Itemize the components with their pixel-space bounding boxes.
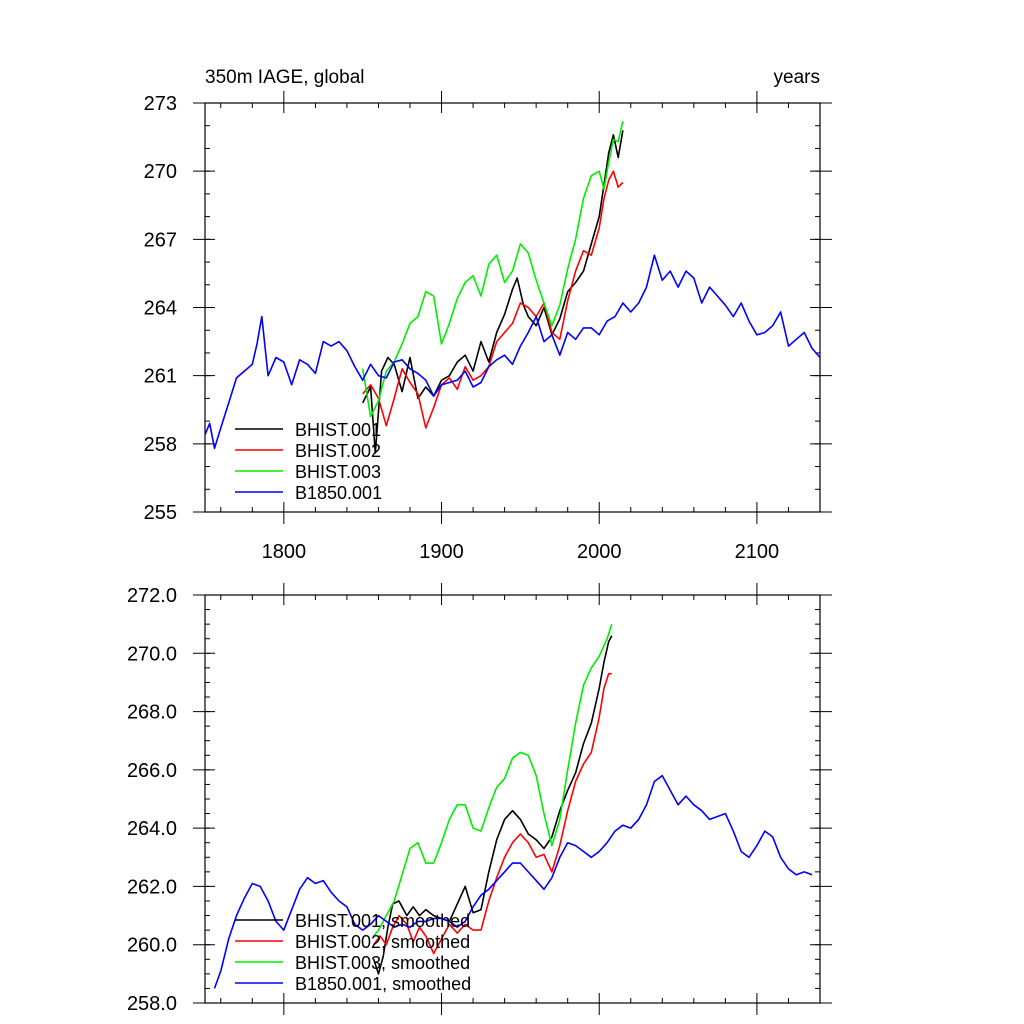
y-tick-label: 258.0 [127, 993, 177, 1015]
legend-label: B1850.001 [295, 483, 382, 503]
series-line-b1850-001 [205, 254, 820, 450]
x-tick-label: 2100 [735, 541, 780, 563]
series-line-bhist-001 [361, 130, 624, 454]
y-tick-label: 270 [144, 161, 177, 183]
y-tick-label: 262.0 [127, 876, 177, 898]
legend-label: BHIST.002, smoothed [295, 932, 470, 952]
y-tick-label: 261 [144, 366, 177, 388]
y-tick-label: 266.0 [127, 760, 177, 782]
y-tick-label: 264 [144, 298, 177, 320]
legend-label: BHIST.002 [295, 441, 381, 461]
x-tick-label: 1900 [419, 541, 464, 563]
y-tick-label: 264.0 [127, 818, 177, 840]
legend-label: B1850.001, smoothed [295, 974, 471, 994]
series-line-bhist-003 [361, 121, 624, 418]
y-tick-label: 273 [144, 93, 177, 115]
y-tick-label: 268.0 [127, 702, 177, 724]
chart-units-label: years [774, 67, 820, 88]
y-tick-label: 258 [144, 434, 177, 456]
y-tick-label: 272.0 [127, 585, 177, 607]
x-tick-label: 2000 [577, 541, 622, 563]
series-group [213, 623, 813, 989]
series-group [205, 121, 820, 454]
legend-label: BHIST.003 [295, 462, 381, 482]
y-tick-label: 255 [144, 502, 177, 524]
x-tick-label: 1800 [262, 541, 307, 563]
series-line-bhist-002 [362, 170, 624, 429]
series-line-bhist-002-smoothed [373, 672, 612, 955]
y-tick-label: 270.0 [127, 643, 177, 665]
y-tick-label: 260.0 [127, 935, 177, 957]
legend-label: BHIST.003, smoothed [295, 953, 470, 973]
series-line-b1850-001-smoothed [213, 774, 813, 989]
legend-label: BHIST.001 [295, 420, 381, 440]
chart-title: 350m IAGE, global [205, 67, 364, 88]
chart-panel-2: 258.0 260.0 262.0 264.0 266.0 268.0 270.0 272.0… [127, 583, 832, 1015]
legend-label: BHIST.001, smoothed [295, 911, 470, 931]
chart-panel-1: 1800 1900 2000 2100 255 258 261 264 267 270 273 350… [144, 67, 832, 563]
series-line-bhist-003-smoothed [373, 623, 613, 937]
y-tick-label: 267 [144, 229, 177, 251]
series-line-bhist-001-smoothed [372, 635, 613, 975]
